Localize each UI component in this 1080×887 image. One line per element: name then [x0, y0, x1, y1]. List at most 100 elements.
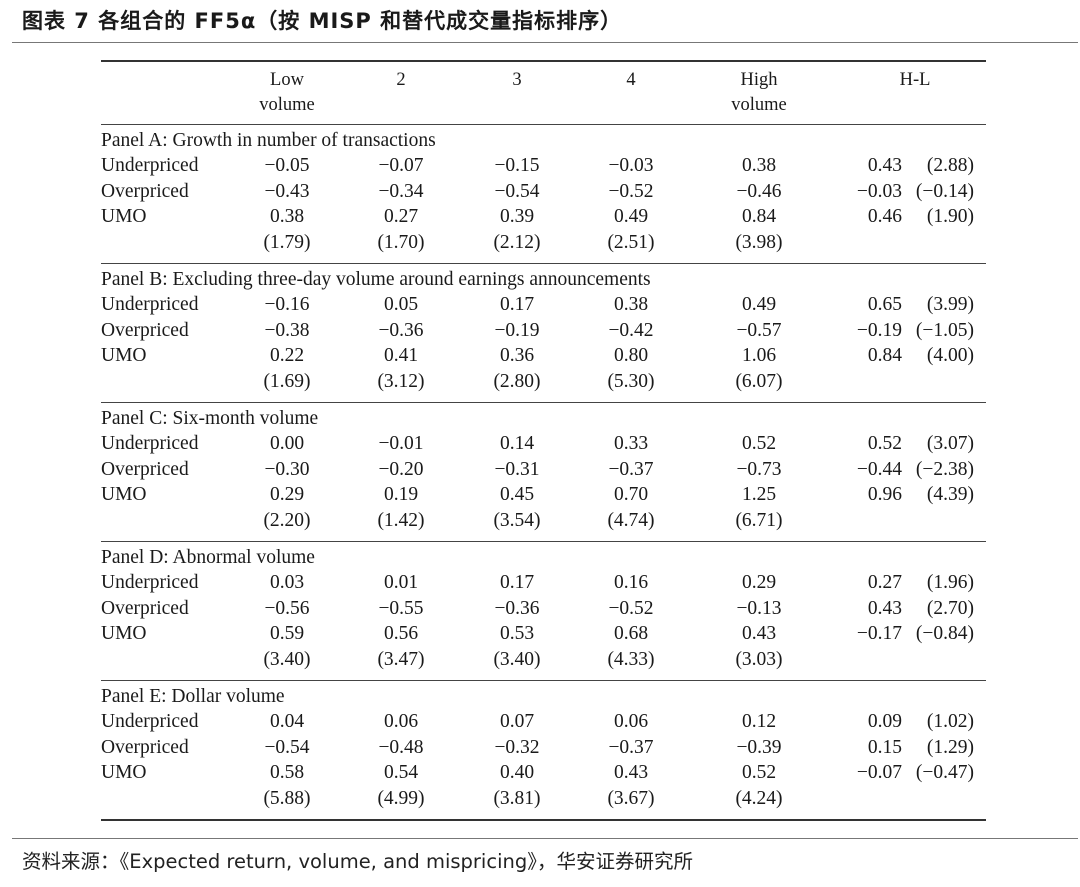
hl-tstat: (−1.05) [915, 319, 974, 341]
table-row: Overpriced −0.43 −0.34 −0.54 −0.52 −0.46 −0.03… [101, 181, 986, 207]
table-cell: (4.99) [377, 787, 425, 809]
table-cell: (6.07) [735, 370, 783, 392]
table-cell: −0.48 [378, 736, 424, 758]
table-cell: −0.34 [378, 180, 424, 202]
table-row: UMO 0.59 0.56 0.53 0.68 0.43 −0.17 (−0.84) [101, 623, 986, 649]
table-cell: 0.36 [499, 345, 535, 366]
results-table: Low volume 2 3 4 High volume H-L Panel A: Growt… [101, 60, 986, 821]
hl-value: −0.03 [856, 180, 902, 202]
table-cell: (4.24) [735, 787, 783, 809]
table-cell: (3.40) [263, 648, 311, 670]
table-cell: −0.56 [264, 597, 310, 619]
hl-cell: 0.84 (4.00) [844, 345, 974, 367]
table-cell: (1.70) [377, 231, 425, 253]
table-cell: 0.17 [499, 294, 535, 315]
table-row: (5.88) (4.99) (3.81) (3.67) (4.24) [101, 788, 986, 814]
hl-cell: −0.03 (−0.14) [844, 181, 974, 203]
row-label: UMO [101, 484, 147, 505]
panel-rule [101, 402, 986, 403]
table-cell: −0.39 [736, 736, 782, 758]
row-label: Underpriced [101, 711, 199, 732]
table-cell: 0.07 [499, 711, 535, 732]
table-row: Underpriced −0.16 0.05 0.17 0.38 0.49 0.65 (3.9… [101, 294, 986, 320]
hl-tstat: (1.29) [926, 736, 974, 758]
hl-value: 0.09 [867, 711, 902, 732]
column-header: 4 [626, 70, 636, 90]
hl-tstat: (1.96) [926, 572, 974, 593]
table-cell: −0.43 [264, 180, 310, 202]
table-cell: 0.59 [269, 623, 305, 644]
hl-cell: −0.17 (−0.84) [844, 623, 974, 645]
table-row: (1.79) (1.70) (2.12) (2.51) (3.98) [101, 232, 986, 258]
panel: Panel E: Dollar volume Underpriced 0.04 0.0… [101, 681, 986, 819]
table-row: (1.69) (3.12) (2.80) (5.30) (6.07) [101, 371, 986, 397]
table-cell: 0.52 [741, 433, 777, 454]
table-cell: 0.40 [499, 762, 535, 783]
table-cell: 0.14 [499, 433, 535, 454]
table-cell: −0.37 [608, 458, 654, 480]
table-cell: 0.38 [741, 155, 777, 176]
table-cell: −0.73 [736, 458, 782, 480]
table-header-row: Low volume 2 3 4 High volume H-L [101, 62, 986, 124]
table-row: (2.20) (1.42) (3.54) (4.74) (6.71) [101, 510, 986, 536]
table-cell: 0.04 [269, 711, 305, 732]
hl-cell: −0.07 (−0.47) [844, 762, 974, 784]
hl-cell: −0.44 (−2.38) [844, 459, 974, 481]
table-cell: −0.05 [264, 155, 310, 176]
table-cell: 0.29 [269, 484, 305, 505]
hl-value: −0.19 [856, 319, 902, 341]
table-cell: 0.29 [741, 572, 777, 593]
hl-value: −0.07 [856, 762, 902, 783]
table-cell: −0.30 [264, 458, 310, 480]
table-cell: 1.25 [741, 484, 777, 505]
table-cell: −0.37 [608, 736, 654, 758]
table-cell: −0.19 [494, 319, 540, 341]
table-row: UMO 0.58 0.54 0.40 0.43 0.52 −0.07 (−0.47) [101, 762, 986, 788]
table-row: Overpriced −0.56 −0.55 −0.36 −0.52 −0.13 0.43 (… [101, 598, 986, 624]
table-cell: 0.45 [499, 484, 535, 505]
table-cell: 0.17 [499, 572, 535, 593]
table-cell: −0.54 [494, 180, 540, 202]
table-cell: −0.16 [264, 294, 310, 315]
panel: Panel C: Six-month volume Underpriced 0.00… [101, 403, 986, 541]
hl-value: 0.96 [867, 484, 902, 505]
hl-cell: 0.52 (3.07) [844, 433, 974, 455]
table-cell: 0.41 [383, 345, 419, 366]
table-cell: 0.06 [383, 711, 419, 732]
table-cell: −0.57 [736, 319, 782, 341]
table-cell: (2.12) [493, 231, 541, 253]
row-label: Overpriced [101, 319, 189, 341]
table-cell: 0.16 [613, 572, 649, 593]
table-cell: 0.68 [613, 623, 649, 644]
table-row: Underpriced 0.00 −0.01 0.14 0.33 0.52 0.52 (3.0… [101, 433, 986, 459]
table-row: (3.40) (3.47) (3.40) (4.33) (3.03) [101, 649, 986, 675]
table-cell: (2.20) [263, 509, 311, 531]
row-label: UMO [101, 623, 147, 644]
column-header: 3 [512, 70, 522, 90]
table-row: Overpriced −0.30 −0.20 −0.31 −0.37 −0.73 −0.44… [101, 459, 986, 485]
table-cell: 0.49 [613, 206, 649, 227]
table-cell: −0.32 [494, 736, 540, 758]
panel-title: Panel D: Abnormal volume [101, 547, 315, 568]
hl-tstat: (3.99) [926, 294, 974, 315]
table-body: Panel A: Growth in number of transaction… [101, 125, 986, 821]
title-divider [12, 42, 1078, 43]
table-cell: (5.88) [263, 787, 311, 809]
hl-cell: 0.27 (1.96) [844, 572, 974, 594]
table-cell: 0.56 [383, 623, 419, 644]
hl-tstat: (1.90) [926, 206, 974, 227]
table-cell: (3.81) [493, 787, 541, 809]
table-cell: (3.54) [493, 509, 541, 531]
column-header: Low volume [259, 70, 315, 115]
table-cell: (6.71) [735, 509, 783, 531]
table-cell: 0.43 [613, 762, 649, 783]
row-label: Underpriced [101, 572, 199, 593]
table-cell: 0.38 [269, 206, 305, 227]
hl-tstat: (3.07) [926, 433, 974, 454]
column-header: 2 [396, 70, 406, 90]
table-cell: (3.12) [377, 370, 425, 392]
hl-tstat: (−0.14) [915, 180, 974, 202]
hl-value: 0.46 [867, 206, 902, 227]
table-cell: 0.84 [741, 206, 777, 227]
table-cell: (3.98) [735, 231, 783, 253]
